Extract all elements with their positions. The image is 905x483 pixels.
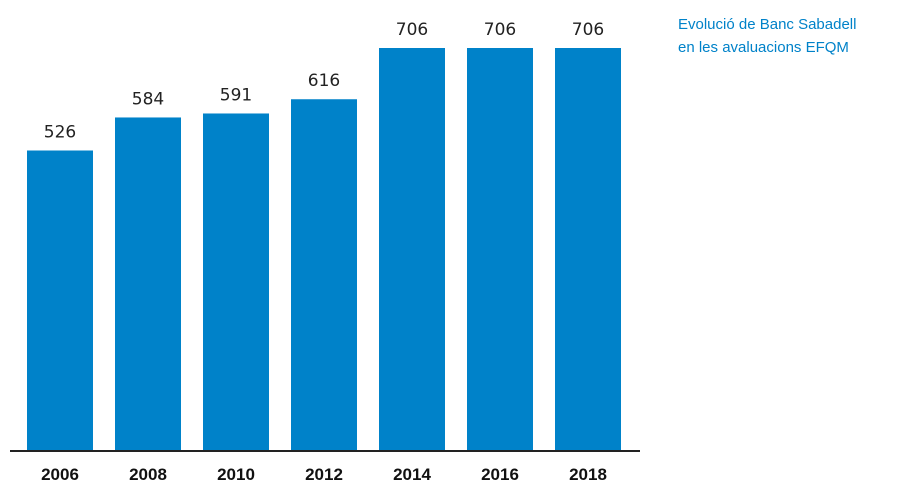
chart-title-line-2: en les avaluacions EFQM: [678, 39, 849, 56]
category-label-2010: 2010: [217, 465, 255, 483]
value-label-2012: 616: [308, 71, 340, 91]
value-label-2014: 706: [396, 20, 428, 40]
category-label-2006: 2006: [41, 465, 79, 483]
category-labels-group: 2006 2008 2010 2012 2014 2016 2018: [41, 465, 607, 483]
category-label-2012: 2012: [305, 465, 343, 483]
value-label-2006: 526: [44, 122, 76, 142]
value-labels-group: 526 584 591 616 706 706 706: [44, 20, 604, 142]
bar-2014: [379, 48, 445, 450]
category-label-2016: 2016: [481, 465, 519, 483]
category-label-2018: 2018: [569, 465, 607, 483]
value-label-2018: 706: [572, 20, 604, 40]
bar-2018: [555, 48, 621, 450]
value-label-2008: 584: [132, 89, 164, 109]
chart-title-line-1: Evolució de Banc Sabadell: [678, 16, 856, 33]
bar-2006: [27, 150, 93, 450]
bar-2012: [291, 99, 357, 450]
bar-2010: [203, 113, 269, 451]
bars-group: [27, 48, 621, 451]
value-label-2010: 591: [220, 85, 252, 105]
category-label-2008: 2008: [129, 465, 167, 483]
value-label-2016: 706: [484, 20, 516, 40]
bar-2008: [115, 117, 181, 451]
category-label-2014: 2014: [393, 465, 431, 483]
bar-2016: [467, 48, 533, 450]
